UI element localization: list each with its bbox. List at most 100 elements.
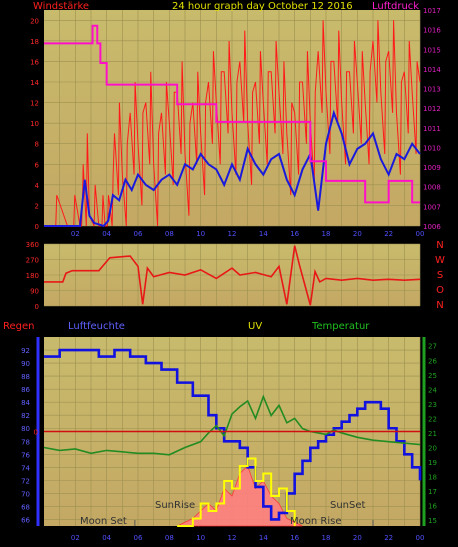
temperature-axis-label: Temperatur xyxy=(312,321,370,332)
temperature-ytick: 27 xyxy=(428,343,437,351)
climate-panel-xtick-tick-18: 18 xyxy=(322,534,331,542)
humidity-line xyxy=(44,348,422,521)
rain-axis-label: Regen xyxy=(3,321,35,332)
pressure-ytick: 1017 xyxy=(423,7,441,15)
moon-rise-annotation: Moon Rise xyxy=(290,516,342,527)
direction-compass-label: N xyxy=(436,300,443,311)
pressure-ytick: 1016 xyxy=(423,27,441,35)
temperature-ytick: 25 xyxy=(428,372,437,380)
humidity-ytick: 86 xyxy=(21,386,30,394)
pressure-line xyxy=(44,24,420,204)
wind-panel-xtick-tick-00: 00 xyxy=(416,230,425,238)
wind-panel-ytick: 14 xyxy=(30,79,39,87)
wind-panel-xtick-tick-14: 14 xyxy=(259,230,268,238)
temperature-ytick: 17 xyxy=(428,488,437,496)
pressure-ytick: 1006 xyxy=(423,223,441,231)
sunset-annotation: SunSet xyxy=(330,500,366,511)
pressure-ytick: 1010 xyxy=(423,144,441,152)
moon-set-annotation: Moon Set xyxy=(80,516,127,527)
wind-direction-line xyxy=(44,245,421,306)
wind-panel-ytick: 20 xyxy=(30,17,39,25)
wind-panel-ytick: 8 xyxy=(35,141,39,149)
climate-panel-xtick-tick-00: 00 xyxy=(416,534,425,542)
wind-panel-xtick-tick-08: 08 xyxy=(165,230,174,238)
sunrise-annotation: SunRise xyxy=(155,500,196,511)
pressure-ytick: 1011 xyxy=(423,125,441,133)
temperature-ytick: 16 xyxy=(428,503,437,511)
direction-ytick: 90 xyxy=(30,288,39,296)
climate-panel-xtick-tick-16: 16 xyxy=(290,534,299,542)
climate-panel-xtick-tick-08: 08 xyxy=(165,534,174,542)
climate-panel-xtick-tick-02: 02 xyxy=(71,534,80,542)
humidity-ytick: 88 xyxy=(21,373,30,381)
humidity-ytick: 78 xyxy=(21,438,30,446)
humidity-ytick: 76 xyxy=(21,451,30,459)
humidity-ytick: 68 xyxy=(21,503,30,511)
climate-panel-xtick-tick-14: 14 xyxy=(259,534,268,542)
wind-panel-xtick-tick-18: 18 xyxy=(322,230,331,238)
wind-panel-xtick-tick-02: 02 xyxy=(71,230,80,238)
wind-panel-xtick-tick-12: 12 xyxy=(228,230,237,238)
humidity-ytick: 90 xyxy=(21,360,30,368)
wind-panel-ytick: 18 xyxy=(30,38,39,46)
temperature-ytick: 18 xyxy=(428,474,437,482)
climate-panel-xtick-tick-12: 12 xyxy=(228,534,237,542)
wind-panel-ytick: 0 xyxy=(35,223,39,231)
wind-panel-xtick-tick-06: 06 xyxy=(134,230,143,238)
uv-axis-label: UV xyxy=(248,321,263,332)
humidity-ytick: 92 xyxy=(21,347,30,355)
temperature-ytick: 26 xyxy=(428,357,437,365)
climate-panel-xtick-tick-04: 04 xyxy=(102,534,111,542)
wind-panel-xtick-tick-10: 10 xyxy=(196,230,205,238)
temperature-ytick: 21 xyxy=(428,430,437,438)
humidity-ytick: 80 xyxy=(21,425,30,433)
wind-panel-ytick: 4 xyxy=(35,182,40,190)
direction-compass-label: S xyxy=(437,270,443,281)
direction-ytick: 180 xyxy=(26,272,39,280)
wind-panel-ytick: 16 xyxy=(30,58,39,66)
direction-panel-grid xyxy=(44,243,421,307)
pressure-ytick: 1008 xyxy=(423,184,441,192)
wind-speed-axis-label: Windstärke xyxy=(33,1,90,12)
chart-title: 24 hour graph day October 12 2016 xyxy=(172,1,353,12)
climate-panel-xtick-tick-10: 10 xyxy=(196,534,205,542)
temperature-ytick: 24 xyxy=(428,386,437,394)
temperature-ytick: 19 xyxy=(428,459,437,467)
wind-panel-ytick: 12 xyxy=(30,100,39,108)
pressure-ytick: 1012 xyxy=(423,105,441,113)
climate-panel-xtick-tick-22: 22 xyxy=(384,534,393,542)
wind-panel-xtick-tick-22: 22 xyxy=(384,230,393,238)
rain-ytick: 0 xyxy=(34,429,38,437)
direction-compass-label: N xyxy=(436,240,443,251)
direction-ytick: 0 xyxy=(35,303,39,311)
humidity-ytick: 82 xyxy=(21,412,30,420)
wind-speed-line xyxy=(44,20,421,227)
temperature-ytick: 15 xyxy=(428,517,437,525)
climate-panel-xtick-tick-06: 06 xyxy=(134,534,143,542)
wind-panel-xtick-tick-04: 04 xyxy=(102,230,111,238)
temperature-ytick: 23 xyxy=(428,401,437,409)
wind-panel-ytick: 10 xyxy=(30,120,39,128)
wind-panel-ytick: 6 xyxy=(35,161,40,169)
wind-average-line xyxy=(44,109,421,228)
direction-compass-label: O xyxy=(436,285,444,296)
uv-line xyxy=(177,457,296,527)
wind-panel-xtick-tick-20: 20 xyxy=(353,230,362,238)
direction-ytick: 270 xyxy=(26,257,39,265)
humidity-ytick: 66 xyxy=(21,516,30,524)
temperature-ytick: 20 xyxy=(428,444,437,452)
humidity-ytick: 70 xyxy=(21,490,30,498)
pressure-ytick: 1015 xyxy=(423,46,441,54)
wind-panel-ytick: 2 xyxy=(35,202,39,210)
wind-panel-xtick-tick-16: 16 xyxy=(290,230,299,238)
pressure-ytick: 1009 xyxy=(423,164,441,172)
direction-compass-label: W xyxy=(435,255,445,266)
pressure-axis-label: Luftdruck xyxy=(372,1,420,12)
pressure-ytick: 1014 xyxy=(423,66,441,74)
humidity-axis-label: Luftfeuchte xyxy=(68,321,125,332)
climate-panel-xtick-tick-20: 20 xyxy=(353,534,362,542)
pressure-ytick: 1013 xyxy=(423,86,441,94)
direction-ytick: 360 xyxy=(26,241,39,249)
